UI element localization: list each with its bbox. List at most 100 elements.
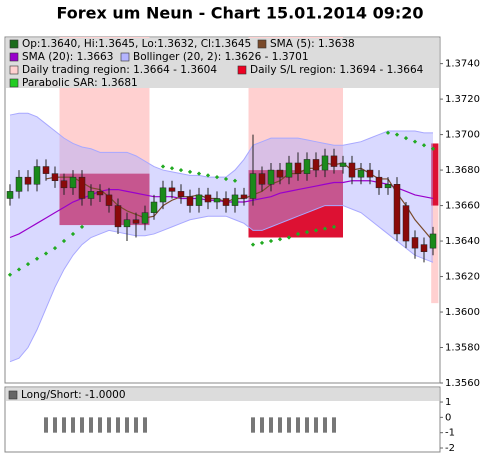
longshort-bar — [314, 417, 318, 433]
longshort-bar — [251, 417, 255, 433]
legend-label: Daily trading region: 1.3664 - 1.3604 — [22, 64, 217, 76]
candle-body — [15, 176, 23, 192]
candle-body — [357, 169, 365, 178]
candle-body — [24, 176, 32, 185]
y-tick-label: 1.3680 — [445, 165, 480, 176]
longshort-bar — [296, 417, 300, 433]
sar-dot — [52, 246, 58, 251]
candle-body — [258, 173, 266, 185]
sar-dot — [205, 173, 211, 178]
candle-body — [78, 176, 86, 199]
longshort-bar — [125, 417, 129, 433]
bollinger-band — [10, 113, 433, 362]
sar-dot — [286, 235, 292, 240]
candle-body — [42, 166, 50, 174]
candle-body — [69, 176, 77, 189]
candle-body — [51, 173, 59, 181]
sar-dot — [250, 242, 256, 247]
longshort-bar — [44, 417, 48, 433]
candle-body — [393, 184, 401, 235]
panel-swatch — [8, 390, 18, 400]
longshort-bar — [116, 417, 120, 433]
region — [431, 143, 439, 206]
sar-dot — [313, 228, 319, 233]
y-tick-label: 1.3660 — [445, 201, 480, 212]
candle-body — [348, 162, 356, 178]
candle-body — [132, 219, 140, 224]
longshort-bar — [71, 417, 75, 433]
legend-label: Bollinger (20, 2): 1.3626 - 1.3701 — [133, 51, 309, 63]
candle-body — [267, 169, 275, 185]
panel-label: Long/Short: -1.0000 — [21, 389, 126, 401]
sar-dot — [394, 132, 400, 137]
legend-label: Parabolic SAR: 1.3681 — [22, 77, 138, 89]
candle-body — [366, 169, 374, 178]
panel-y-tick-label: -2 — [445, 443, 455, 454]
sar-dot — [214, 175, 220, 180]
candle-body — [330, 155, 338, 167]
legend-label: SMA (5): 1.3638 — [270, 38, 355, 50]
candle-body — [123, 219, 131, 228]
candle-body — [96, 191, 104, 196]
y-tick-label: 1.3700 — [445, 130, 480, 141]
candle-body — [114, 205, 122, 228]
bollinger-upper — [9, 112, 433, 178]
y-tick-label: 1.3640 — [445, 236, 480, 247]
longshort-bar — [269, 417, 273, 433]
sar-dot — [412, 139, 418, 144]
sar-dot — [160, 164, 166, 169]
candle-body — [384, 184, 392, 189]
longshort-bar — [332, 417, 336, 433]
candle-body — [186, 196, 194, 206]
legend-swatch — [9, 78, 19, 88]
longshort-bar — [107, 417, 111, 433]
panel-y-tick-label: -1 — [445, 428, 455, 439]
candle-body — [339, 162, 347, 167]
candle-body — [168, 187, 176, 192]
candle-body — [402, 205, 410, 242]
sar-dot — [295, 231, 301, 237]
candle-body — [33, 166, 41, 185]
sar-dot — [304, 230, 310, 235]
sar-dot — [403, 136, 409, 141]
longshort-bar — [62, 417, 66, 433]
candle-body — [285, 162, 293, 178]
candle-body — [420, 244, 428, 252]
sar-dot — [169, 166, 175, 171]
legend-swatch — [120, 52, 130, 62]
legend-box — [6, 38, 439, 88]
sar-dot — [385, 130, 391, 135]
longshort-bar — [134, 417, 138, 433]
longshort-bar — [80, 417, 84, 433]
sar-dot — [232, 178, 238, 183]
legend-swatch — [9, 39, 19, 49]
candle-body — [312, 159, 320, 171]
panel-y-tick-label: 1 — [445, 397, 451, 408]
candle-body — [276, 169, 284, 178]
sar-dot — [187, 169, 193, 174]
sar-dot — [331, 224, 337, 229]
candle-body — [429, 233, 437, 249]
sar-dot — [430, 146, 436, 151]
candle-body — [303, 159, 311, 174]
candle-body — [177, 191, 185, 197]
sar-dot — [223, 176, 229, 182]
sma20-line — [9, 180, 434, 239]
sar-dot — [196, 171, 202, 176]
sar-dot — [259, 240, 265, 245]
y-tick-label: 1.3560 — [445, 378, 480, 389]
legend-swatch — [237, 65, 247, 75]
legend-label: SMA (20): 1.3663 — [22, 51, 113, 63]
candle-body — [60, 180, 68, 189]
candle-body — [294, 162, 302, 174]
y-tick-label: 1.3580 — [445, 343, 480, 354]
sar-dot — [79, 224, 85, 229]
candle-body — [87, 191, 95, 199]
candle-body — [105, 194, 113, 206]
sar-dot — [322, 226, 328, 231]
candle-body — [240, 194, 248, 199]
y-tick-label: 1.3720 — [445, 94, 480, 105]
longshort-bar — [278, 417, 282, 433]
sar-dot — [268, 238, 274, 244]
